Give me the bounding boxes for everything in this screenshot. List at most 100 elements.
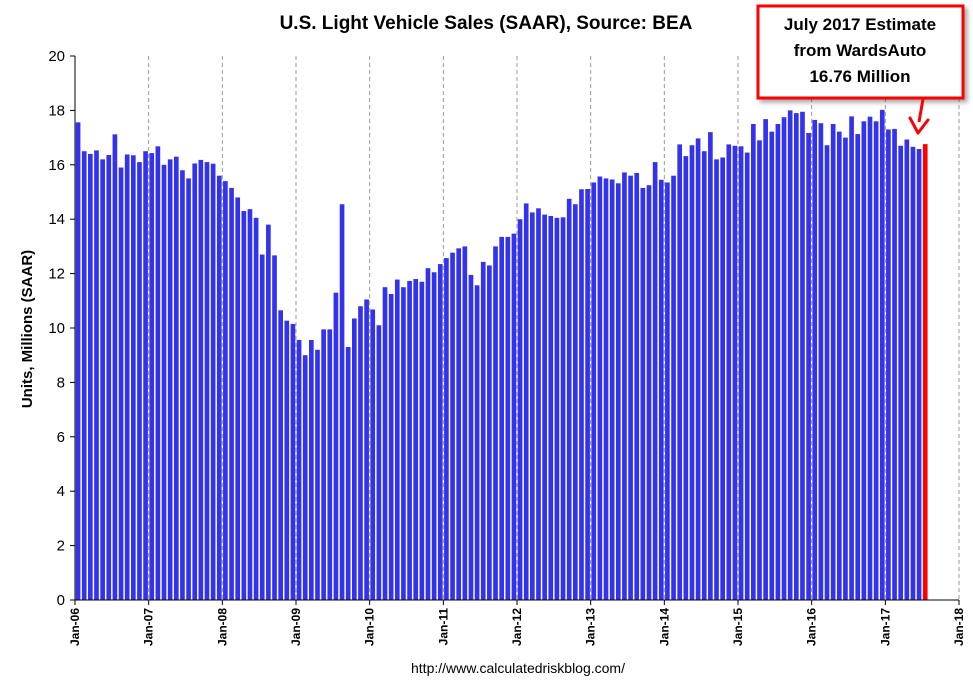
source-url: http://www.calculatedriskblog.com/ (411, 660, 625, 676)
bar (867, 116, 873, 600)
bar (603, 178, 609, 600)
bar (278, 310, 283, 600)
bar (904, 139, 910, 600)
y-tick-label: 20 (48, 48, 65, 65)
bar (388, 294, 394, 600)
bar (628, 175, 633, 600)
bar (235, 197, 241, 600)
bar (892, 128, 897, 600)
bar (149, 153, 155, 600)
bar (793, 113, 799, 601)
bar (401, 287, 406, 600)
bar (345, 347, 351, 600)
y-tick-label: 16 (48, 157, 65, 174)
x-tick-label: Jan-12 (510, 608, 524, 646)
bar (873, 121, 879, 600)
x-tick-label: Jan-06 (68, 608, 82, 646)
bar (505, 236, 511, 600)
bar (579, 189, 584, 600)
callout-line-3: 16.76 Million (809, 67, 910, 86)
bar (266, 224, 271, 600)
bar (622, 172, 627, 601)
estimate-bar (922, 144, 928, 600)
bar (591, 182, 597, 601)
bar (130, 155, 136, 600)
bar (800, 111, 805, 600)
callout-arrow-shaft (917, 98, 925, 123)
bar (689, 145, 695, 600)
bar (898, 145, 904, 600)
bar (247, 209, 253, 600)
bar (916, 149, 922, 600)
bar (309, 339, 314, 600)
bar (290, 323, 296, 600)
bar (646, 185, 652, 600)
x-tick-label: Jan-15 (731, 608, 745, 646)
bar (843, 137, 848, 600)
bar (100, 159, 105, 601)
bar (229, 187, 234, 601)
x-tick-label: Jan-18 (952, 608, 966, 646)
bar (370, 309, 376, 600)
bar (259, 254, 265, 600)
bar (192, 163, 198, 600)
bar (394, 279, 400, 600)
bar (855, 134, 861, 600)
callout-annotation: July 2017 Estimate from WardsAuto 16.76 … (756, 4, 965, 135)
y-tick-label: 8 (57, 374, 65, 391)
bar (284, 320, 290, 600)
bar (824, 145, 830, 600)
bar (186, 178, 191, 600)
bar (456, 248, 462, 601)
bar (812, 119, 818, 601)
y-tick-label: 0 (57, 592, 65, 609)
bar (253, 217, 259, 600)
bar (652, 162, 658, 600)
y-tick-label: 2 (57, 538, 65, 555)
bar (910, 146, 916, 600)
bar (167, 159, 173, 601)
callout-arrow-head (908, 116, 930, 135)
bar (744, 152, 750, 600)
bar (658, 179, 664, 600)
bar (775, 124, 781, 600)
x-tick-label: Jan-16 (805, 608, 819, 646)
bar (830, 124, 836, 600)
bar (542, 214, 547, 600)
bar (376, 325, 382, 600)
bar (315, 349, 320, 600)
bar (302, 355, 308, 600)
bar (173, 156, 179, 600)
y-axis-ticks: 0 2 4 6 8 10 12 14 16 18 20 (48, 48, 75, 609)
bar (364, 299, 369, 600)
bar (677, 144, 683, 600)
y-tick-label: 6 (57, 429, 65, 446)
callout-line-1: July 2017 Estimate (784, 15, 936, 34)
bar (480, 261, 486, 600)
bar (886, 129, 891, 600)
bar (358, 306, 363, 600)
bar (572, 204, 578, 601)
chart-title: U.S. Light Vehicle Sales (SAAR), Source:… (280, 13, 693, 34)
bar (554, 217, 560, 600)
bar (339, 204, 345, 601)
bar (609, 179, 615, 601)
bar (210, 163, 216, 600)
bar (493, 246, 498, 600)
bar (701, 151, 707, 600)
bar (861, 121, 867, 600)
bar (407, 280, 412, 600)
bar (695, 138, 701, 601)
bar (351, 318, 357, 600)
bar (560, 217, 566, 601)
bar (585, 189, 590, 600)
bar (143, 151, 148, 600)
bar (714, 159, 719, 601)
bar (118, 167, 124, 600)
bar (751, 124, 756, 600)
bar (462, 246, 468, 600)
bar (333, 292, 339, 600)
bar (615, 183, 621, 601)
bar (726, 144, 732, 600)
